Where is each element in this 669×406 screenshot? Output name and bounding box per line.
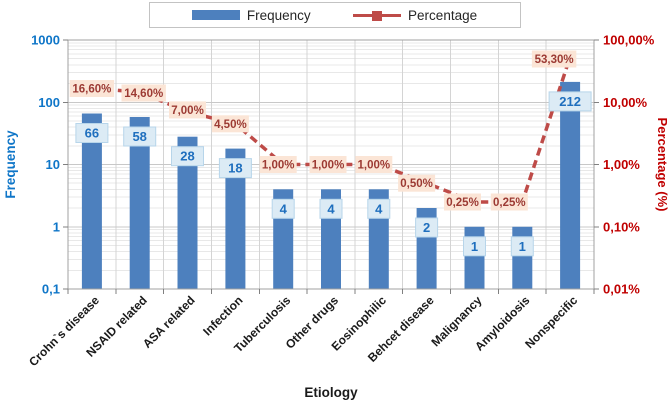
- percentage-label-9: 0,25%: [493, 197, 526, 209]
- left-axis-tick-labels: 1000 100 10 1 0,1: [31, 33, 60, 297]
- bar-label-10: 212: [559, 94, 581, 109]
- left-axis-title: Frequency: [3, 130, 18, 199]
- x-category-label-2: ASA related: [140, 293, 198, 351]
- percentage-label-10: 53,30%: [535, 54, 574, 66]
- percentage-marker-icon: [372, 10, 383, 21]
- right-tick-1: 10,00%: [603, 95, 648, 110]
- bar-label-5: 4: [327, 201, 335, 216]
- right-tick-4: 0,01%: [603, 282, 640, 297]
- bar-1: [129, 117, 150, 289]
- percentage-label-5: 1,00%: [312, 160, 345, 172]
- bar-label-3: 18: [228, 161, 242, 176]
- frequency-bar-swatch-icon: [191, 10, 240, 20]
- bar-3: [225, 148, 246, 289]
- right-axis-tick-labels: 100,00% 10,00% 1,00% 0,10% 0,01%: [603, 33, 655, 297]
- x-category-label-3: Infection: [200, 293, 245, 338]
- left-tick-0: 1000: [31, 33, 60, 48]
- bar-label-1: 58: [132, 129, 146, 144]
- left-tick-1: 100: [38, 95, 60, 110]
- bar-8: [464, 226, 485, 290]
- bar-label-7: 2: [423, 220, 430, 235]
- bar-label-6: 4: [375, 201, 383, 216]
- left-tick-3: 1: [53, 219, 60, 234]
- left-tick-4: 0,1: [42, 282, 60, 297]
- axis-ticks: [63, 39, 599, 294]
- left-tick-2: 10: [46, 157, 60, 172]
- percentage-label-4: 1,00%: [262, 160, 295, 172]
- percentage-label-8: 0,25%: [446, 197, 479, 209]
- legend-item-frequency: Frequency: [191, 7, 311, 23]
- legend: Frequency Percentage: [148, 2, 521, 28]
- right-tick-2: 1,00%: [603, 157, 640, 172]
- bar-label-2: 28: [180, 149, 194, 164]
- bar-value-labels: 66 58 28 18 4 4 4 2 1 1 212: [75, 91, 592, 257]
- bar-label-8: 1: [471, 239, 478, 254]
- percentage-label-6: 1,00%: [357, 160, 390, 172]
- percentage-label-2: 7,00%: [171, 105, 204, 117]
- bar-9: [512, 226, 533, 290]
- right-tick-0: 100,00%: [603, 33, 655, 48]
- right-axis-title: Percentage (%): [655, 118, 669, 212]
- percentage-label-7: 0,50%: [400, 178, 433, 190]
- legend-label-frequency: Frequency: [246, 7, 311, 23]
- x-axis-title: Etiology: [304, 385, 358, 400]
- legend-label-percentage: Percentage: [408, 7, 478, 23]
- bar-10: [560, 81, 581, 290]
- bar-label-4: 4: [280, 201, 288, 216]
- right-tick-3: 0,10%: [603, 219, 640, 234]
- legend-item-percentage: Percentage: [353, 8, 477, 23]
- percentage-label-3: 4,50%: [214, 119, 247, 131]
- bar-label-9: 1: [519, 239, 526, 254]
- right-axis-title-group: Percentage (%): [655, 118, 669, 212]
- percentage-line-swatch-icon: [353, 10, 402, 21]
- bar-label-0: 66: [85, 126, 99, 141]
- bar-0: [81, 113, 102, 289]
- x-axis-title-group: Etiology: [304, 385, 358, 400]
- bar-2: [177, 136, 198, 289]
- left-axis-title-group: Frequency: [3, 130, 18, 199]
- percentage-label-0: 16,60%: [72, 84, 111, 96]
- percentage-label-1: 14,60%: [124, 88, 163, 100]
- percentage-labels: 16,60% 14,60% 7,00% 4,50% 1,00% 1,00% 1,00% 0,5…: [69, 50, 577, 211]
